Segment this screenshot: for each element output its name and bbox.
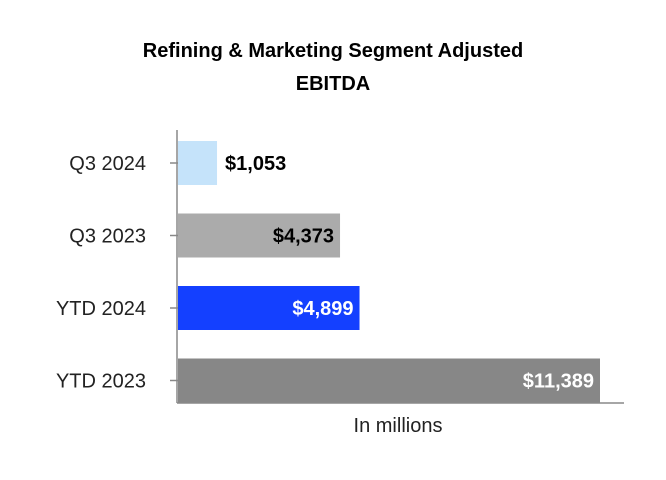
x-axis-title: In millions xyxy=(354,415,443,437)
chart-title-line-1: Refining & Marketing Segment Adjusted xyxy=(143,40,523,62)
data-label-q3-2023: $4,373 xyxy=(273,226,334,248)
y-tick-label-q3-2024: Q3 2024 xyxy=(69,153,146,175)
data-label-ytd-2024: $4,899 xyxy=(292,298,353,320)
bar-ytd-2024 xyxy=(178,286,360,330)
data-label-q3-2024: $1,053 xyxy=(225,153,286,175)
chart-title-line-2: EBITDA xyxy=(296,73,370,95)
chart-plot-area: Q3 2024 $1,053 Q3 2023 $4,373 YTD 2024 $4,899… xyxy=(56,141,600,403)
y-tick-label-ytd-2023: YTD 2023 xyxy=(56,371,146,393)
bar-ytd-2023 xyxy=(178,358,600,403)
data-label-ytd-2023: $11,389 xyxy=(523,371,594,393)
y-tick-label-ytd-2024: YTD 2024 xyxy=(56,298,146,320)
bar-q3-2024 xyxy=(178,141,218,185)
bar-q3-2023 xyxy=(178,213,341,258)
y-tick-label-q3-2023: Q3 2023 xyxy=(69,226,146,248)
